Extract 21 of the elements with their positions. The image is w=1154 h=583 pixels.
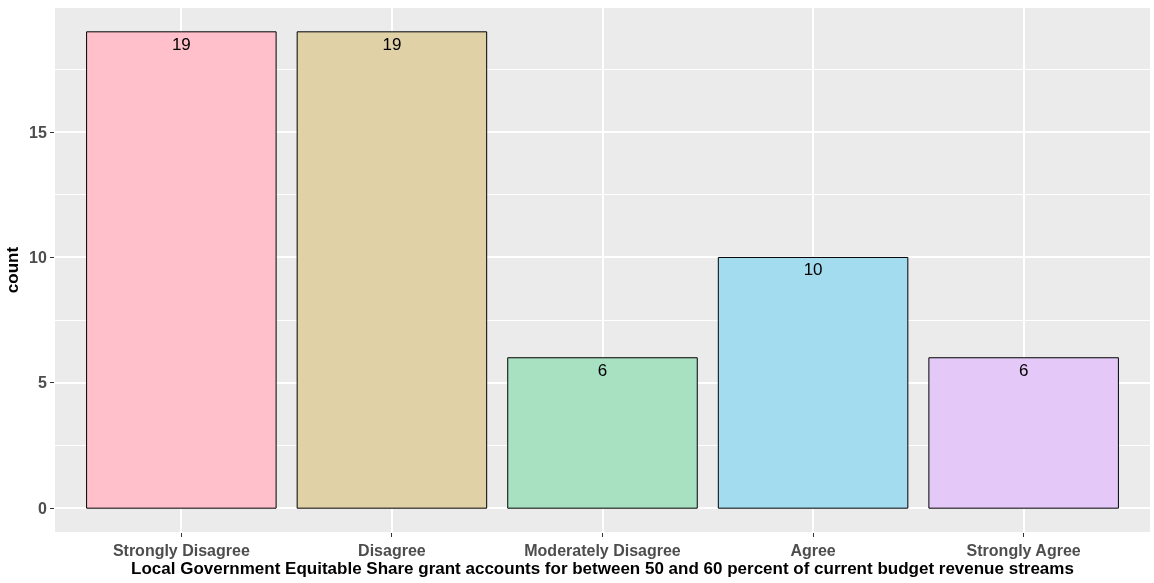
x-tick-label: Moderately Disagree xyxy=(524,542,681,560)
x-tick-label: Agree xyxy=(790,542,836,560)
y-tick-label: 15 xyxy=(29,123,47,141)
x-tick-label: Disagree xyxy=(358,542,426,560)
data-label: 19 xyxy=(382,34,402,54)
bar xyxy=(296,31,488,509)
data-label: 10 xyxy=(803,260,823,280)
y-tick-label: 5 xyxy=(37,374,47,392)
y-tick-label: 10 xyxy=(29,249,47,267)
x-axis-title: Local Government Equitable Share grant accounts for between 50 and 60 percent of current budget revenue streams xyxy=(131,559,1074,579)
bar xyxy=(86,31,277,509)
data-label: 6 xyxy=(597,360,608,380)
bar xyxy=(507,357,698,509)
bar xyxy=(928,357,1119,509)
bar xyxy=(717,256,909,509)
x-tick-label: Strongly Agree xyxy=(966,542,1081,560)
x-tick-label: Strongly Disagree xyxy=(112,542,250,560)
y-axis-title: count xyxy=(2,246,22,294)
y-tick-label: 0 xyxy=(37,499,47,517)
data-label: 19 xyxy=(171,34,191,54)
data-label: 6 xyxy=(1018,360,1029,380)
